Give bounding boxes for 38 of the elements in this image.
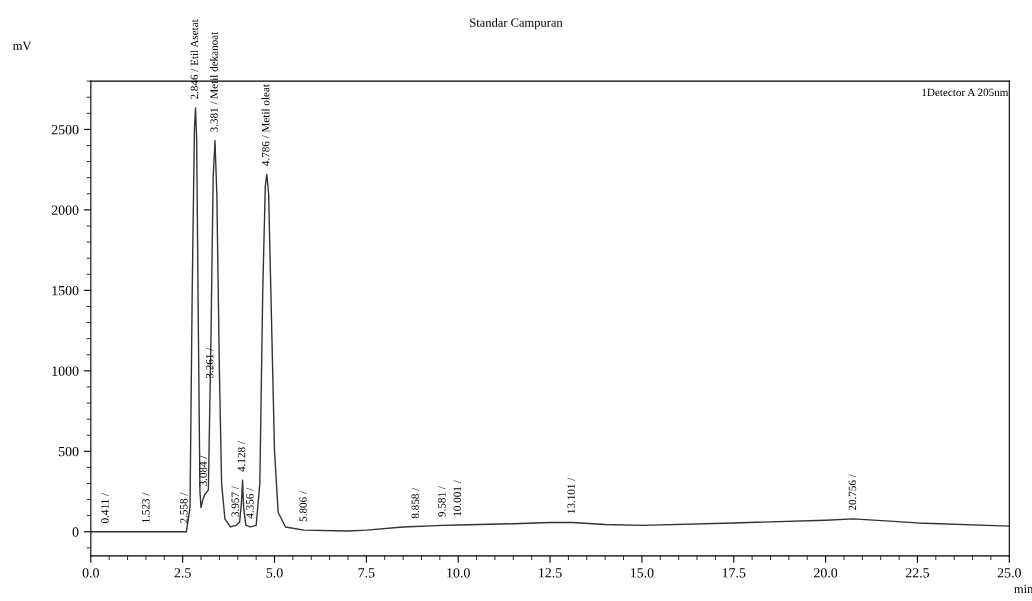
annotation: 8.858 /: [411, 487, 420, 519]
annotation: 13.101 /: [567, 477, 575, 514]
annotation: 1.523 /: [142, 492, 150, 523]
line-series: [90, 107, 1010, 533]
x-tick-label: 7.5: [358, 568, 375, 578]
annotation: 10.001 /: [453, 480, 462, 516]
x-tick-label: 2.5: [174, 568, 191, 578]
x-tick-label: 25.0: [997, 568, 1021, 578]
annotation: 3.261 /: [205, 347, 214, 379]
annotation: 0.411 /: [101, 493, 109, 524]
y-tick-label: 0: [72, 527, 79, 537]
annotation: 5.806 /: [299, 490, 307, 522]
annotation: 3.084 /: [199, 455, 207, 486]
y-tick-label: 500: [58, 446, 79, 457]
annotation: 20.756 /: [848, 474, 857, 511]
chart-title: Standar Campuran: [470, 18, 563, 30]
x-tick-label: 0.0: [82, 568, 99, 578]
x-tick-label: 15.0: [630, 568, 654, 578]
annotation: 9.581 /: [438, 486, 446, 517]
annotation: 2.846 / Etil Asetat: [190, 19, 199, 100]
x-tick-label: 17.5: [722, 568, 746, 578]
y-tick-label: 1500: [52, 285, 79, 296]
y-tick-label: 2000: [51, 205, 79, 215]
annotation: 4.356 /: [246, 487, 254, 519]
y-tick-label: 2500: [51, 125, 79, 135]
annotation: 1Detector A 205nm: [922, 88, 1009, 97]
y-tick-label: 1000: [52, 366, 79, 376]
x-tick-label: 5.0: [266, 568, 283, 578]
annotation: 3.381 / Metil dekanoat: [209, 31, 218, 132]
x-tick-label: 20.0: [814, 568, 838, 578]
annotation: 3.957 /: [231, 486, 240, 517]
y-axis-title: mV: [13, 41, 32, 51]
x-tick-label: 10.0: [447, 568, 470, 578]
x-tick-label: 22.5: [905, 568, 930, 578]
annotation: 2.558 /: [180, 492, 188, 523]
annotation: 4.128 /: [237, 441, 246, 472]
x-tick-label: 12.5: [539, 568, 562, 578]
annotation: 4.786 / Metil oleat: [261, 84, 270, 166]
